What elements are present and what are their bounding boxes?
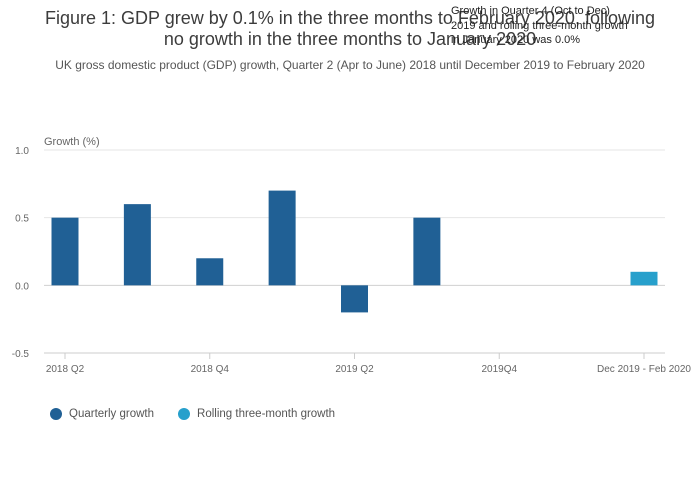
bar-quarterly-2018-q4: [196, 258, 224, 286]
x-tick-label: 2019 Q2: [335, 364, 374, 375]
chart-annotation: Growth in Quarter 4 (Oct to Dec) 2019 an…: [451, 4, 691, 48]
legend-label-rolling: Rolling three-month growth: [197, 408, 336, 420]
legend-item-quarterly-growth[interactable]: Quarterly growth: [50, 408, 154, 420]
annotation-line-3: in January 2020 was 0.0%: [451, 34, 581, 46]
annotation-line-1: Growth in Quarter 4 (Oct to Dec): [451, 5, 610, 17]
bar-quarterly-2018-q3: [123, 204, 151, 286]
y-tick-label: -0.5: [12, 349, 30, 360]
chart-title: Figure 1: GDP grew by 0.1% in the three …: [0, 8, 700, 50]
bar-rolling-dec-2019---feb-2020: [630, 271, 658, 286]
x-tick-label: 2018 Q2: [46, 364, 85, 375]
bar-quarterly-2018-q2: [51, 217, 79, 286]
y-tick-label: 0.5: [15, 214, 29, 225]
legend-label-quarterly: Quarterly growth: [69, 408, 155, 420]
legend-swatch-rolling: [178, 408, 191, 420]
x-tick-label: Dec 2019 - Feb 2020: [597, 364, 691, 375]
chart-legend: Quarterly growth Rolling three-month gro…: [50, 408, 359, 420]
y-axis-label: Growth (%): [44, 136, 100, 148]
bar-quarterly-2019-q3: [413, 217, 441, 286]
x-tick-label: 2019Q4: [481, 364, 517, 375]
chart-title-line-1: Figure 1: GDP grew by 0.1% in the three …: [45, 8, 655, 28]
bar-quarterly-2019-q2: [341, 285, 368, 313]
chart-title-line-2: no growth in the three months to January…: [163, 29, 537, 49]
y-tick-label: 0.0: [15, 281, 29, 292]
x-tick-label: 2018 Q4: [191, 364, 230, 375]
chart-subtitle: UK gross domestic product (GDP) growth, …: [55, 58, 645, 72]
legend-swatch-quarterly: [50, 408, 62, 420]
annotation-line-2: 2019 and rolling three-month growth: [451, 19, 628, 32]
legend-item-rolling-growth[interactable]: Rolling three-month growth: [178, 408, 335, 420]
y-tick-label: 1.0: [15, 146, 29, 157]
bar-quarterly-2019-q1: [268, 190, 296, 286]
